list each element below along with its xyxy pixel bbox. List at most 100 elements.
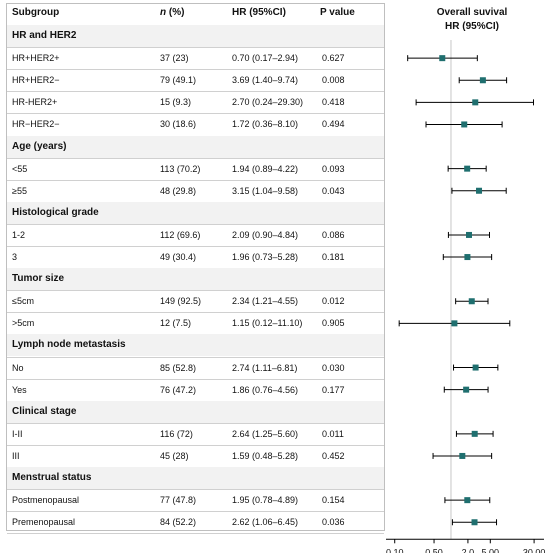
table-row: >5cm 12 (7.5) 1.15 (0.12–11.10) 0.905 [7, 312, 384, 334]
table-row: Yes 76 (47.2) 1.86 (0.76–4.56) 0.177 [7, 379, 384, 401]
hr-marker [463, 386, 470, 393]
forest-row-mark [444, 497, 491, 504]
header-n-rest: (%) [166, 7, 185, 18]
hr-marker [464, 254, 471, 261]
row-n: 77 (47.8) [160, 495, 197, 506]
forest-row-mark [443, 386, 489, 393]
row-n: 45 (28) [160, 450, 189, 461]
row-p: 0.093 [322, 163, 345, 174]
forest-row-mark [442, 254, 493, 261]
row-divider [7, 378, 384, 380]
row-hr: 1.86 (0.76–4.56) [232, 384, 299, 395]
row-label: >5cm [12, 318, 35, 329]
hr-marker [461, 121, 468, 128]
forest-row-mark [447, 165, 487, 172]
row-hr: 1.96 (0.73–5.28) [232, 252, 299, 262]
group-label: Clinical stage [12, 405, 77, 417]
row-p: 0.008 [322, 75, 345, 86]
table-row: 1-2 112 (69.6) 2.09 (0.90–4.84) 0.086 [7, 224, 384, 246]
table-row: HR−HER2− 30 (18.6) 1.72 (0.36–8.10) 0.494 [7, 113, 384, 135]
table-row: 3 49 (30.4) 1.96 (0.73–5.28) 0.181 [7, 246, 384, 268]
hr-marker [476, 187, 483, 194]
row-p: 0.011 [322, 428, 344, 439]
row-hr: 3.15 (1.04–9.58) [232, 185, 299, 196]
table-row: Postmenopausal 77 (47.8) 1.95 (0.78–4.89) 0… [7, 489, 384, 511]
row-hr: 2.34 (1.21–4.55) [232, 296, 299, 307]
row-n: 116 (72) [160, 428, 193, 439]
row-n: 37 (23) [160, 53, 189, 64]
x-tick-label: 5.00 [482, 547, 500, 553]
plot-title-line-2: HR (95%CI) [445, 21, 499, 32]
hr-marker [451, 320, 458, 327]
hr-marker [465, 231, 472, 238]
row-n: 149 (92.5) [160, 296, 202, 307]
row-hr: 2.70 (0.24–29.30) [232, 97, 304, 108]
table-frame [6, 3, 385, 531]
hr-marker [464, 165, 471, 172]
forest-row-mark [458, 77, 508, 84]
row-hr: 1.94 (0.89–4.22) [232, 163, 299, 174]
row-hr: 2.64 (1.25–5.60) [232, 428, 299, 439]
group-row: Lymph node metastasis [7, 334, 384, 357]
row-n: 48 (29.8) [160, 185, 197, 196]
table-row: III 45 (28) 1.59 (0.48–5.28) 0.452 [7, 445, 384, 467]
group-row: Age (years) [7, 135, 384, 158]
row-label: HR+HER2− [12, 75, 60, 86]
row-divider [7, 246, 384, 247]
group-label: Histological grade [12, 206, 99, 218]
forest-row-mark [407, 55, 478, 62]
row-divider [7, 511, 384, 513]
row-divider [7, 69, 384, 71]
row-label: ≥55 [12, 185, 27, 196]
row-divider [7, 47, 384, 49]
group-label: Lymph node metastasis [12, 339, 126, 351]
forest-row-mark [453, 364, 499, 371]
row-p: 0.418 [322, 97, 345, 108]
group-row: Histological grade [7, 201, 384, 224]
row-hr: 1.72 (0.36–8.10) [232, 119, 299, 130]
hr-marker [479, 77, 486, 84]
row-label: Yes [12, 384, 27, 395]
table-row: ≥55 48 (29.8) 3.15 (1.04–9.58) 0.043 [7, 180, 384, 202]
row-n: 15 (9.3) [160, 97, 192, 108]
row-label: HR+HER2+ [12, 53, 60, 64]
hr-marker [472, 99, 479, 106]
table-row: HR+HER2− 79 (49.1) 3.69 (1.40–9.74) 0.008 [7, 69, 384, 91]
row-divider [7, 157, 384, 159]
row-hr: 3.69 (1.40–9.74) [232, 75, 299, 86]
row-n: 113 (70.2) [160, 163, 201, 174]
x-tick-label: 0.50 [425, 547, 443, 553]
row-divider [7, 533, 384, 535]
row-divider [7, 489, 384, 491]
group-label: Age (years) [12, 140, 67, 152]
forest-row-mark [415, 99, 535, 106]
group-label: HR and HER2 [12, 30, 77, 41]
row-label: Premenopausal [12, 517, 76, 528]
group-row: HR and HER2 [7, 25, 384, 47]
row-divider [7, 113, 384, 115]
row-hr: 2.09 (0.90–4.84) [232, 229, 299, 240]
hr-marker [472, 364, 479, 371]
row-divider [7, 91, 384, 93]
hr-marker [464, 497, 471, 504]
row-label: ≤5cm [12, 296, 34, 307]
x-tick-label: 2.0 [462, 547, 475, 553]
row-hr: 1.95 (0.78–4.89) [232, 495, 299, 506]
plot-title-line-1: Overall suvival [436, 7, 508, 18]
row-p: 0.086 [322, 229, 345, 240]
table-row: I-II 116 (72) 2.64 (1.25–5.60) 0.011 [7, 423, 384, 445]
row-divider [7, 356, 384, 358]
row-hr: 0.70 (0.17–2.94) [232, 53, 299, 64]
header-n-italic: n [160, 7, 167, 18]
table-row: Premenopausal 84 (52.2) 2.62 (1.06–6.45) 0.… [7, 511, 384, 533]
forest-row-mark [432, 452, 493, 459]
row-p: 0.452 [322, 450, 345, 461]
row-label: 3 [12, 252, 18, 262]
row-label: 1-2 [12, 229, 26, 240]
group-row: Menstrual status [7, 467, 384, 489]
forest-row-mark [425, 121, 503, 128]
row-label: HR-HER2+ [12, 97, 58, 108]
group-row: Clinical stage [7, 400, 384, 423]
row-hr: 2.74 (1.11–6.81) [232, 362, 298, 373]
